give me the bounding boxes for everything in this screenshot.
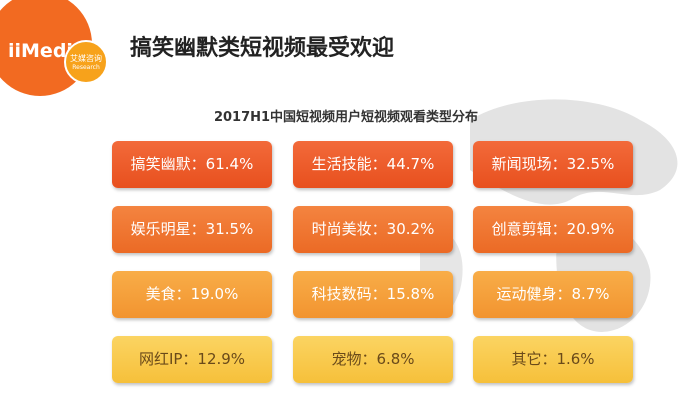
logo-cn: 艾媒咨询 xyxy=(70,54,102,63)
logo-en: Research xyxy=(72,64,100,71)
category-box: 娱乐明星：31.5% xyxy=(112,206,272,253)
category-box: 宠物：6.8% xyxy=(293,336,453,383)
category-box: 创意剪辑：20.9% xyxy=(473,206,633,253)
subtitle: 2017H1中国短视频用户短视频观看类型分布 xyxy=(213,110,479,125)
category-box: 生活技能：44.7% xyxy=(293,141,453,188)
category-box: 其它：1.6% xyxy=(473,336,633,383)
title: 搞笑幽默类短视频最受欢迎 xyxy=(130,36,395,61)
category-box: 科技数码：15.8% xyxy=(293,271,453,318)
category-box: 搞笑幽默：61.4% xyxy=(112,141,272,188)
category-box: 网红IP：12.9% xyxy=(112,336,272,383)
category-box: 美食：19.0% xyxy=(112,271,272,318)
category-box: 新闻现场：32.5% xyxy=(473,141,633,188)
logo-badge: 艾媒咨询 Research xyxy=(64,40,108,84)
category-box: 运动健身：8.7% xyxy=(473,271,633,318)
category-box: 时尚美妆：30.2% xyxy=(293,206,453,253)
